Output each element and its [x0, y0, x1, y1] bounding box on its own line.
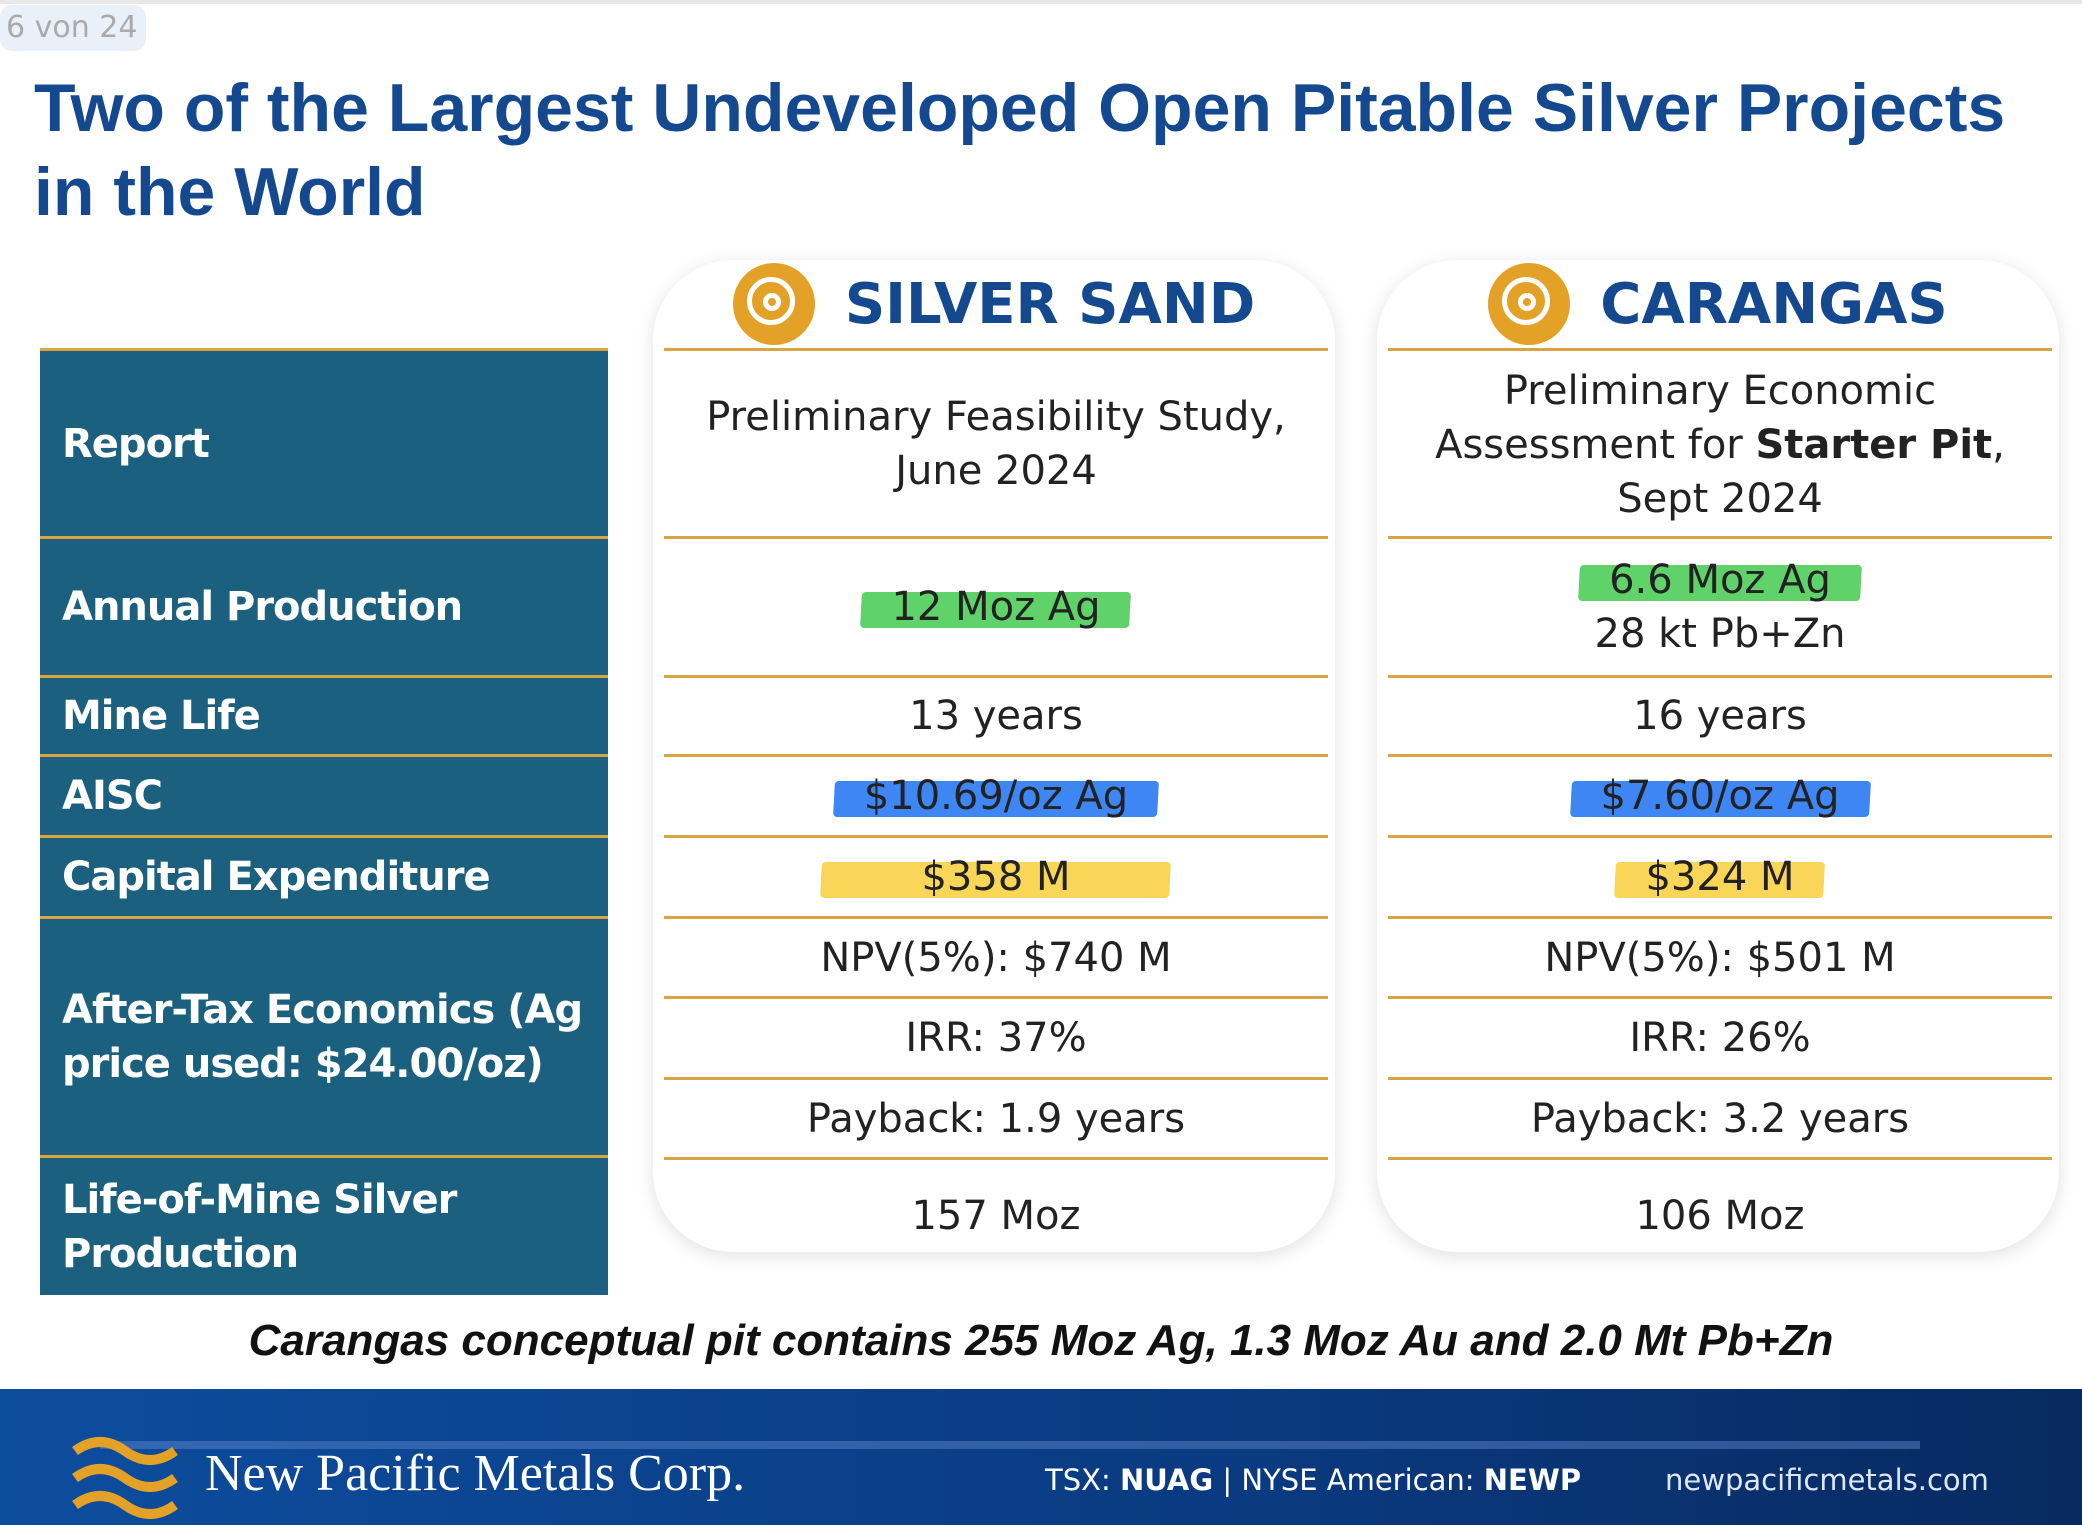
production-value: 6.6 Moz Ag [1579, 553, 1861, 607]
lom-cell: 157 Moz [664, 1157, 1328, 1252]
aisc-value: $7.60/oz Ag [1571, 769, 1870, 823]
production-cell: 12 Moz Ag [664, 536, 1328, 675]
nyse-ticker: NEWP [1483, 1463, 1582, 1497]
card-header: SILVER SAND [653, 260, 1335, 348]
page-indicator: 6 von 24 [0, 5, 146, 51]
report-bold: Starter Pit [1755, 422, 1993, 468]
company-logo-waves-icon [72, 1437, 178, 1519]
report-cell: Preliminary Economic Assessment for Star… [1388, 348, 2052, 536]
production-cell: 6.6 Moz Ag 28 kt Pb+Zn [1388, 536, 2052, 675]
card-header: CARANGAS [1377, 260, 2059, 348]
footer-divider [100, 1441, 1920, 1449]
tsx-ticker: NUAG [1119, 1463, 1214, 1497]
row-label-report: Report [40, 348, 608, 536]
footnote: Carangas conceptual pit contains 255 Moz… [248, 1316, 1834, 1365]
website-link[interactable]: newpacificmetals.com [1665, 1463, 1989, 1497]
aisc-cell: $7.60/oz Ag [1388, 754, 2052, 835]
top-bar [0, 0, 2082, 4]
production-value: 12 Moz Ag [861, 580, 1130, 634]
npv-cell: NPV(5%): $501 M [1388, 916, 2052, 996]
mine-life-cell: 16 years [1388, 675, 2052, 754]
row-labels-table: Report Annual Production Mine Life AISC … [40, 348, 608, 1295]
aisc-value: $10.69/oz Ag [834, 769, 1158, 823]
target-icon [1488, 263, 1571, 345]
irr-cell: IRR: 26% [1388, 996, 2052, 1077]
irr-cell: IRR: 37% [664, 996, 1328, 1077]
row-label-after-tax: After-Tax Economics (Ag price used: $24.… [40, 916, 608, 1155]
target-icon [732, 263, 815, 345]
ticker-info: TSX: NUAG | NYSE American: NEWP [1045, 1463, 1581, 1497]
carangas-card: CARANGAS Preliminary Economic Assessment… [1377, 260, 2059, 1252]
report-cell: Preliminary Feasibility Study, June 2024 [664, 348, 1328, 536]
payback-cell: Payback: 3.2 years [1388, 1077, 2052, 1157]
aisc-cell: $10.69/oz Ag [664, 754, 1328, 835]
tsx-label: TSX: [1045, 1463, 1120, 1497]
capex-cell: $358 M [664, 835, 1328, 916]
npv-cell: NPV(5%): $740 M [664, 916, 1328, 996]
company-name: New Pacific Metals Corp. [205, 1445, 746, 1502]
slide-title: Two of the Largest Undeveloped Open Pita… [34, 70, 2006, 230]
project-name: CARANGAS [1600, 271, 1948, 337]
row-label-lom: Life-of-Mine Silver Production [40, 1155, 608, 1295]
row-label-mine-life: Mine Life [40, 675, 608, 754]
row-label-annual-production: Annual Production [40, 536, 608, 675]
footer: New Pacific Metals Corp. TSX: NUAG | NYS… [0, 1389, 2082, 1525]
report-date: , Sept 2024 [1617, 422, 2005, 522]
capex-value: $324 M [1615, 850, 1824, 904]
production-value-2: 28 kt Pb+Zn [1594, 611, 1846, 657]
row-label-aisc: AISC [40, 754, 608, 835]
project-name: SILVER SAND [844, 271, 1256, 337]
separator: | [1213, 1463, 1242, 1497]
row-label-capex: Capital Expenditure [40, 835, 608, 916]
silver-sand-card: SILVER SAND Preliminary Feasibility Stud… [653, 260, 1335, 1252]
capex-value: $358 M [821, 850, 1170, 904]
capex-cell: $324 M [1388, 835, 2052, 916]
nyse-label: NYSE American: [1241, 1463, 1484, 1497]
payback-cell: Payback: 1.9 years [664, 1077, 1328, 1157]
lom-cell: 106 Moz [1388, 1157, 2052, 1252]
report-text: Preliminary Economic Assessment for [1435, 368, 1937, 468]
mine-life-cell: 13 years [664, 675, 1328, 754]
